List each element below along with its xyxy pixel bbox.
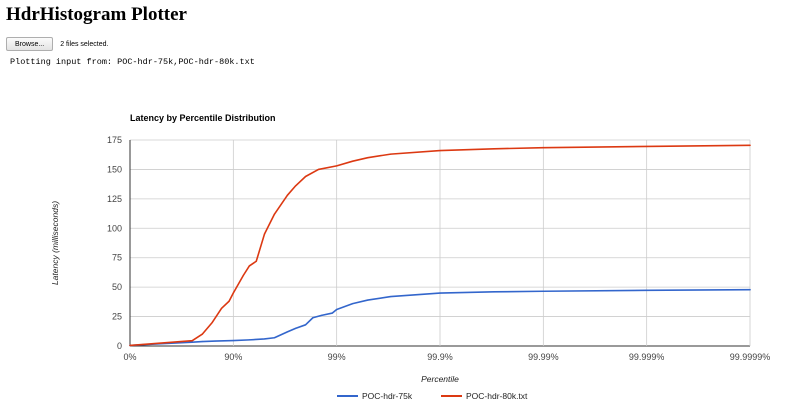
data-point-poc-hdr-75k — [294, 327, 297, 329]
data-point-poc-hdr-80k-txt — [201, 333, 203, 335]
x-tick-label: 99.9% — [427, 352, 453, 362]
data-point-poc-hdr-80k-txt — [255, 260, 257, 262]
data-point-poc-hdr-80k-txt — [211, 321, 213, 324]
page-title: HdrHistogram Plotter — [6, 4, 187, 25]
data-point-poc-hdr-80k-txt — [286, 194, 288, 196]
y-tick-label: 175 — [107, 135, 122, 145]
data-point-poc-hdr-75k — [214, 340, 216, 342]
legend-label-poc-hdr-75k: POC-hdr-75k — [362, 391, 413, 401]
data-point-poc-hdr-80k-txt — [232, 292, 234, 294]
y-tick-label: 50 — [112, 282, 122, 292]
data-point-poc-hdr-75k — [367, 299, 369, 301]
data-point-poc-hdr-80k-txt — [129, 344, 131, 347]
data-point-poc-hdr-80k-txt — [273, 213, 276, 215]
legend: POC-hdr-75k POC-hdr-80k.txt — [337, 391, 528, 401]
x-tick-label: 99% — [328, 352, 346, 362]
data-point-poc-hdr-80k-txt — [352, 160, 354, 162]
x-tick-label: 99.999% — [629, 352, 665, 362]
data-point-poc-hdr-80k-txt — [493, 148, 495, 150]
series-line-poc-hdr-75k — [129, 288, 751, 347]
y-tick-label: 150 — [107, 164, 122, 174]
data-point-poc-hdr-75k — [493, 291, 495, 293]
data-point-poc-hdr-75k — [304, 324, 307, 326]
data-point-poc-hdr-80k-txt — [160, 342, 162, 344]
y-tick-label: 25 — [112, 312, 122, 322]
files-selected-label: 2 files selected. — [60, 40, 109, 48]
y-axis-label: Latency (milliseconds) — [50, 201, 60, 285]
x-axis-label: Percentile — [421, 374, 459, 384]
chart-title: Latency by Percentile Distribution — [130, 113, 276, 123]
x-tick-label: 0% — [123, 352, 136, 362]
data-point-poc-hdr-75k — [312, 317, 314, 319]
data-point-poc-hdr-80k-txt — [317, 168, 320, 171]
x-tick-label: 99.9999% — [730, 352, 771, 362]
data-point-poc-hdr-75k — [352, 303, 354, 305]
y-tick-label: 125 — [107, 194, 122, 204]
data-point-poc-hdr-75k — [646, 289, 648, 291]
data-point-poc-hdr-80k-txt — [336, 165, 338, 167]
data-point-poc-hdr-80k-txt — [294, 185, 297, 187]
data-point-poc-hdr-75k — [263, 338, 266, 340]
data-point-poc-hdr-80k-txt — [242, 274, 244, 276]
file-picker: Browse... 2 files selected. — [6, 37, 108, 51]
data-point-poc-hdr-75k — [320, 314, 323, 316]
data-point-poc-hdr-75k — [201, 340, 203, 343]
series-line-poc-hdr-80k-txt — [129, 144, 751, 347]
data-point-poc-hdr-80k-txt — [220, 307, 223, 309]
data-point-poc-hdr-75k — [749, 289, 751, 291]
data-point-poc-hdr-75k — [232, 339, 234, 342]
x-tick-label: 90% — [224, 352, 242, 362]
y-tick-label: 100 — [107, 223, 122, 233]
data-point-poc-hdr-80k-txt — [228, 300, 230, 302]
data-point-poc-hdr-80k-txt — [248, 265, 250, 267]
y-tick-label: 0 — [117, 341, 122, 351]
data-point-poc-hdr-80k-txt — [439, 149, 441, 152]
x-tick-label: 99.99% — [528, 352, 559, 362]
data-point-poc-hdr-80k-txt — [304, 175, 307, 178]
plotting-input-text: Plotting input from: POC-hdr-75k,POC-hdr… — [10, 57, 255, 67]
data-point-poc-hdr-75k — [248, 339, 250, 341]
data-point-poc-hdr-75k — [273, 337, 276, 339]
data-point-poc-hdr-75k — [191, 341, 193, 343]
data-point-poc-hdr-80k-txt — [263, 233, 266, 235]
data-point-poc-hdr-80k-txt — [646, 145, 648, 148]
legend-label-poc-hdr-80k: POC-hdr-80k.txt — [466, 391, 528, 401]
data-point-poc-hdr-75k — [286, 331, 288, 333]
data-point-poc-hdr-75k — [331, 312, 333, 314]
data-point-poc-hdr-80k-txt — [191, 340, 193, 342]
y-tick-label: 75 — [112, 253, 122, 263]
data-point-poc-hdr-80k-txt — [390, 153, 392, 155]
data-point-poc-hdr-75k — [542, 290, 544, 292]
data-point-poc-hdr-80k-txt — [749, 144, 751, 146]
data-point-poc-hdr-75k — [439, 292, 441, 294]
data-point-poc-hdr-80k-txt — [542, 147, 544, 149]
latency-chart: Latency by Percentile Distribution 0 25 50… — [50, 113, 771, 401]
data-point-poc-hdr-80k-txt — [367, 157, 369, 159]
data-point-poc-hdr-75k — [390, 295, 392, 298]
data-point-poc-hdr-75k — [336, 308, 338, 311]
browse-button[interactable]: Browse... — [6, 37, 54, 51]
